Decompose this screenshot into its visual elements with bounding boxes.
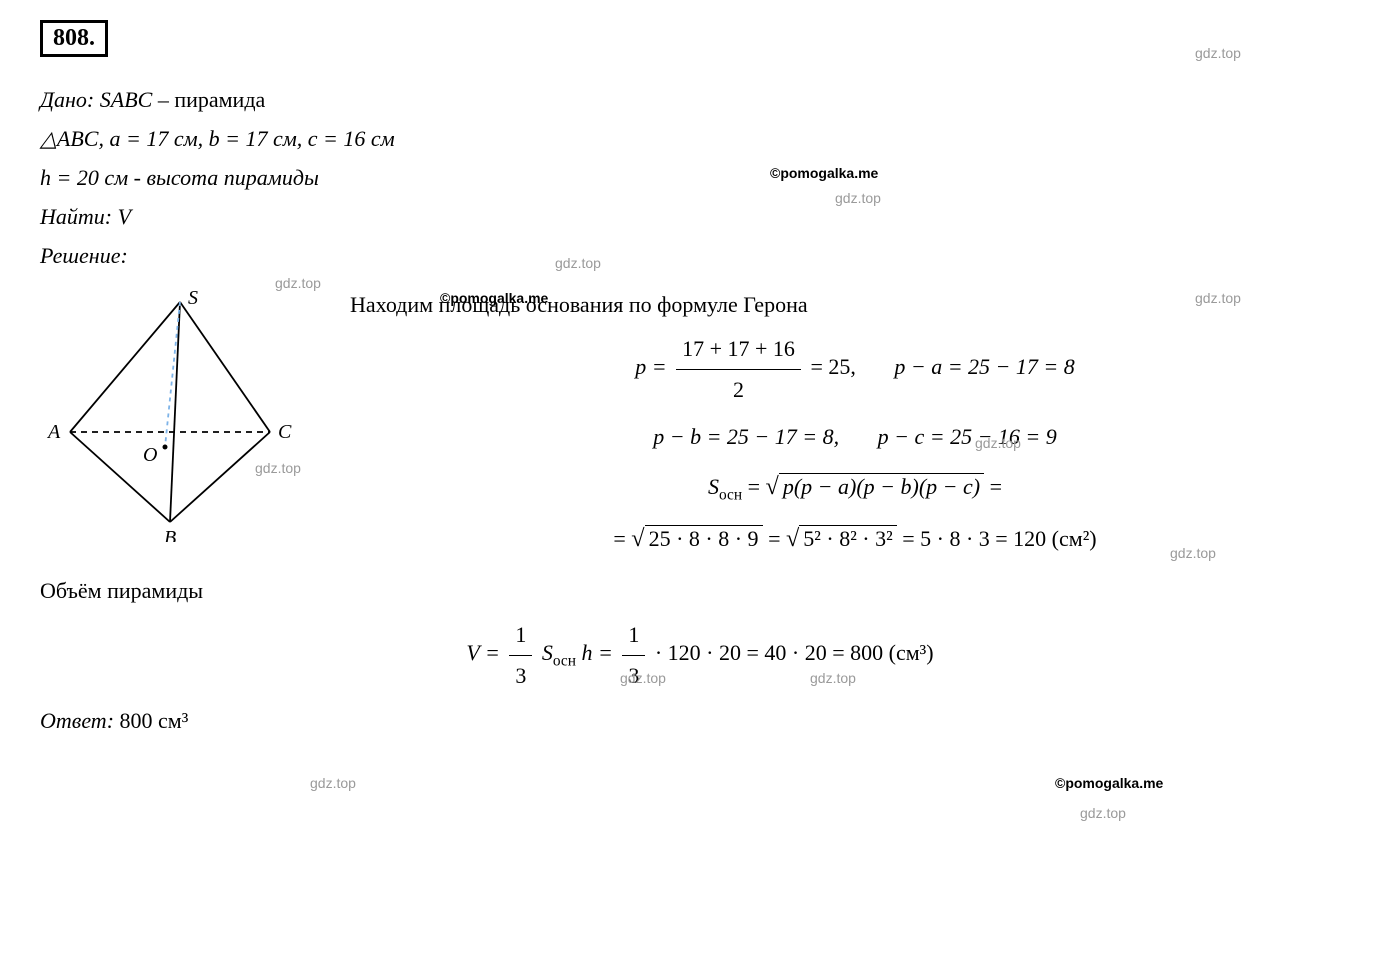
sqrt-num1: √25 · 8 · 8 · 9 (631, 517, 762, 561)
v-frac1-num: 1 (509, 615, 532, 656)
given-label: Дано: (40, 87, 94, 112)
v-mid2: h = (581, 641, 618, 666)
given-pyramid-text: – пирамида (152, 87, 265, 112)
s-num-pre: = (613, 526, 631, 551)
p-frac-num: 17 + 17 + 16 (676, 329, 801, 370)
p-calculation: p = 17 + 17 + 16 2 = 25, p − a = 25 − 17… (350, 329, 1360, 409)
p-lhs: p = (635, 354, 672, 379)
p-frac-den: 2 (676, 370, 801, 410)
v-frac1-den: 3 (509, 656, 532, 696)
volume-label: Объём пирамиды (40, 574, 1360, 607)
v-frac2: 1 3 (622, 615, 645, 695)
p-eq: = 25, (810, 354, 855, 379)
v-lhs: V = (466, 641, 505, 666)
sqrt-num1-body: 25 · 8 · 8 · 9 (645, 525, 763, 551)
s-sub: осн (719, 486, 742, 503)
diagram-column: S A C B O (40, 282, 320, 548)
watermark-gdz: gdz.top (310, 775, 356, 791)
given-line-3: h = 20 см - высота пирамиды (40, 161, 1360, 194)
s-numeric-line: = √25 · 8 · 8 · 9 = √5² · 8² · 3² = 5 · … (350, 517, 1360, 561)
v-frac2-num: 1 (622, 615, 645, 656)
v-frac2-den: 3 (622, 656, 645, 696)
v-mid3: · 120 · 20 = 40 · 20 = 800 (см³) (655, 641, 934, 666)
solution-text-column: Находим площадь основания по формуле Гер… (350, 282, 1360, 568)
svg-text:B: B (164, 527, 176, 542)
sqrt-num2: √5² · 8² · 3² (786, 517, 897, 561)
s-lhs: S (708, 474, 719, 499)
given-line-2: △ABC, a = 17 см, b = 17 см, c = 16 см (40, 122, 1360, 155)
s-formula-line: Sосн = √p(p − a)(p − b)(p − c) = (350, 465, 1360, 509)
given-line-1: Дано: SABC – пирамида (40, 83, 1360, 116)
p-minus-b: p − b = 25 − 17 = 8, (653, 424, 839, 449)
v-frac1: 1 3 (509, 615, 532, 695)
find-label: Найти: (40, 204, 112, 229)
find-value: V (112, 204, 131, 229)
problem-number: 808. (40, 20, 108, 57)
svg-text:A: A (46, 421, 61, 443)
watermark-pomogalka: ©pomogalka.me (1055, 775, 1163, 791)
solution-label: Решение: (40, 239, 1360, 272)
given-sabc: SABC (100, 87, 153, 112)
svg-text:C: C (278, 421, 292, 443)
pb-pc-line: p − b = 25 − 17 = 8, p − c = 25 − 16 = 9 (350, 417, 1360, 457)
sqrt-formula: √p(p − a)(p − b)(p − c) (766, 465, 985, 509)
pyramid-diagram: S A C B O (40, 282, 300, 542)
s-num-mid: = (768, 526, 786, 551)
sqrt-num2-body: 5² · 8² · 3² (799, 525, 896, 551)
v-calculation: V = 1 3 Sосн h = 1 3 · 120 · 20 = 40 · 2… (40, 615, 1360, 695)
p-fraction: 17 + 17 + 16 2 (676, 329, 801, 409)
s-eq: = (748, 474, 766, 499)
answer-line: Ответ: 800 см³ (40, 704, 1360, 737)
watermark-gdz: gdz.top (1195, 45, 1241, 61)
svg-text:S: S (188, 287, 198, 309)
watermark-gdz: gdz.top (1080, 805, 1126, 821)
find-line: Найти: V (40, 200, 1360, 233)
s-formula-end: = (990, 474, 1002, 499)
answer-value: 800 см³ (114, 708, 188, 733)
v-mid1: S (542, 641, 553, 666)
v-sub: осн (553, 653, 576, 670)
heron-text: Находим площадь основания по формуле Гер… (350, 288, 1360, 321)
p-minus-a: p − a = 25 − 17 = 8 (894, 354, 1074, 379)
p-minus-c: p − c = 25 − 16 = 9 (878, 424, 1057, 449)
s-num-end: = 5 · 8 · 3 = 120 (см²) (902, 526, 1096, 551)
sqrt-formula-body: p(p − a)(p − b)(p − c) (779, 473, 984, 499)
svg-text:O: O (143, 444, 157, 466)
solution-row: S A C B O Находим площадь основания по форму… (40, 282, 1360, 568)
answer-label: Ответ: (40, 708, 114, 733)
